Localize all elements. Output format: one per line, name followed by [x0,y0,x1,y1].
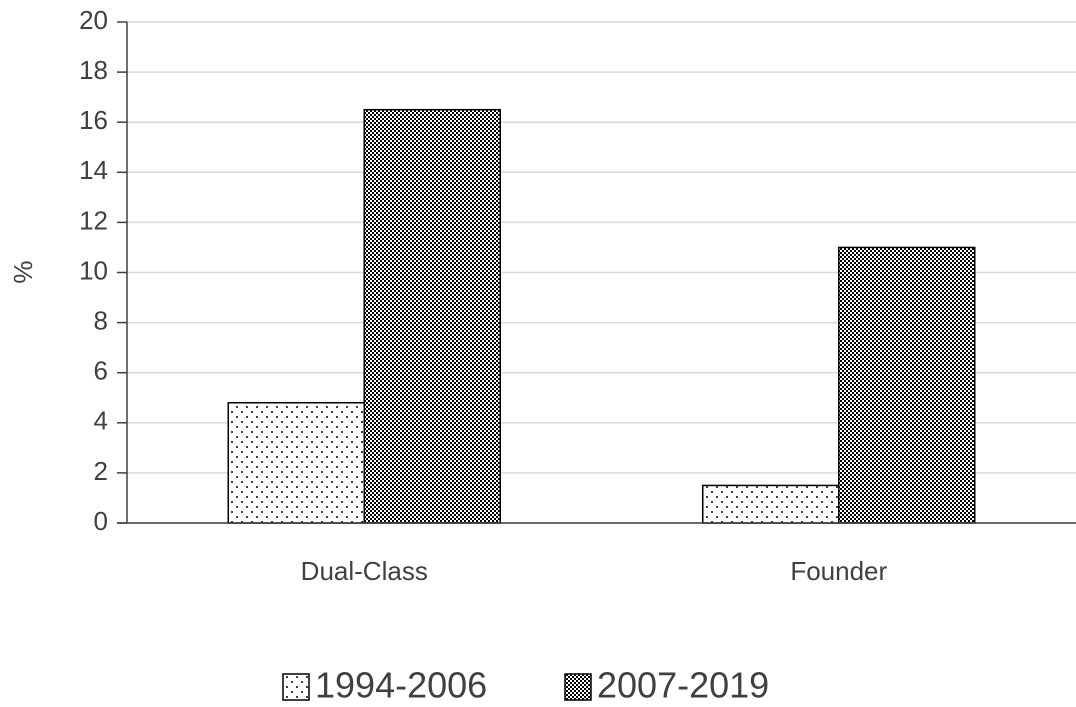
y-tick-label: 16 [79,105,108,135]
y-tick-label: 6 [94,356,108,386]
y-tick-label: 18 [79,55,108,85]
y-tick-label: 12 [79,205,108,235]
x-tick-label: Dual-Class [301,556,428,586]
legend-swatch [282,673,310,701]
legend-label: 1994-2006 [315,665,487,706]
bar [702,484,840,524]
y-tick-label: 10 [79,255,108,285]
legend-label: 2007-2019 [597,665,769,706]
y-tick-label: 14 [79,155,108,185]
y-tick-label: 8 [94,305,108,335]
y-tick-label: 20 [79,5,108,35]
y-axis-label: % [8,260,38,283]
bar [363,108,501,524]
bar [838,246,976,524]
y-tick-label: 0 [94,506,108,536]
x-tick-label: Founder [790,556,887,586]
legend-swatch [564,673,592,701]
y-tick-label: 4 [94,406,108,436]
y-tick-label: 2 [94,456,108,486]
bar [227,402,365,524]
